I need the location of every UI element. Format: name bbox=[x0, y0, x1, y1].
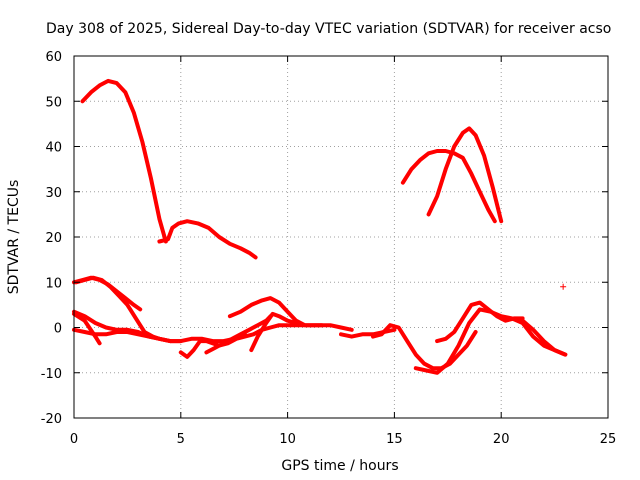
x-tick-label: 5 bbox=[177, 432, 185, 447]
x-tick-label: 0 bbox=[70, 432, 78, 447]
x-tick-label: 10 bbox=[279, 432, 296, 447]
y-tick-label: 60 bbox=[45, 50, 62, 65]
y-tick-label: 30 bbox=[45, 186, 62, 201]
x-axis: 0 5 10 15 20 25 bbox=[70, 56, 616, 447]
chart-title: Day 308 of 2025, Sidereal Day-to-day VTE… bbox=[46, 21, 611, 37]
grid bbox=[74, 56, 608, 418]
x-tick-label: 20 bbox=[493, 432, 510, 447]
series-sat-a bbox=[80, 78, 168, 244]
y-tick-label: -20 bbox=[41, 412, 62, 427]
series-sat-i bbox=[204, 314, 273, 355]
x-tick-label: 25 bbox=[600, 432, 617, 447]
series-sat-b bbox=[157, 219, 258, 260]
y-tick-label: 40 bbox=[45, 141, 62, 156]
series-sat-k bbox=[249, 311, 299, 353]
data-series-group bbox=[72, 78, 568, 375]
series-sat-o bbox=[435, 300, 525, 344]
data-point-sat-s bbox=[560, 283, 567, 290]
y-axis-title: SDTVAR / TECUs bbox=[6, 180, 22, 295]
series-sat-f bbox=[72, 327, 173, 344]
series-sat-m bbox=[371, 323, 478, 371]
y-axis: -20 -10 0 10 20 30 40 50 60 bbox=[41, 50, 608, 427]
y-tick-label: 50 bbox=[45, 95, 62, 110]
series-sat-c bbox=[74, 275, 247, 344]
y-tick-label: 10 bbox=[45, 276, 62, 291]
series-sat-g bbox=[72, 311, 102, 346]
series-sat-j bbox=[227, 296, 324, 328]
y-tick-label: -10 bbox=[41, 367, 62, 382]
series-sat-d bbox=[72, 275, 143, 312]
y-tick-label: 20 bbox=[45, 231, 62, 246]
x-tick-label: 15 bbox=[386, 432, 403, 447]
series-sat-p bbox=[509, 316, 568, 357]
series-sat-r bbox=[426, 126, 504, 224]
y-tick-label: 0 bbox=[54, 322, 62, 337]
x-axis-title: GPS time / hours bbox=[281, 458, 398, 474]
